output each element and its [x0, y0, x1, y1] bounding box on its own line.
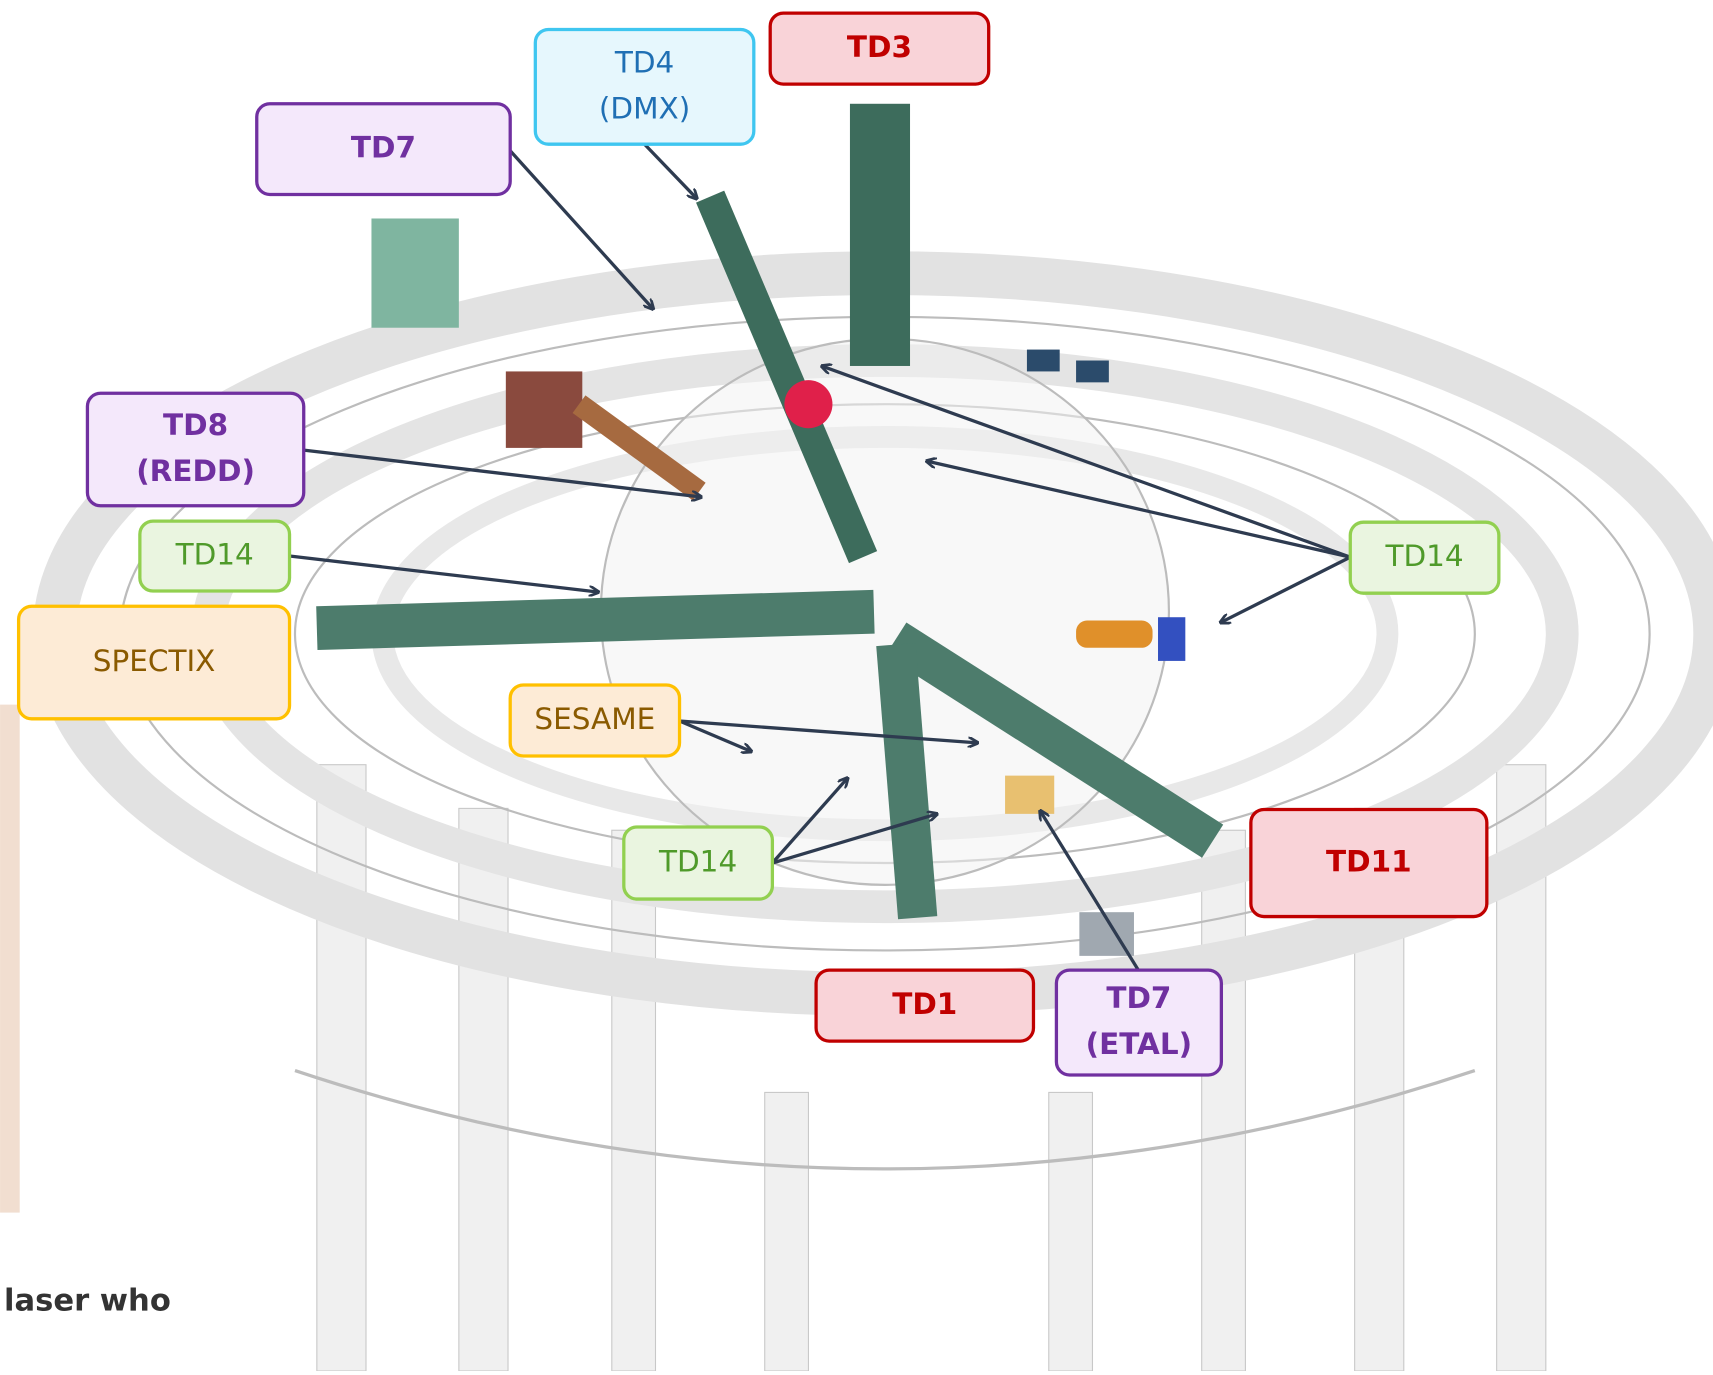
- label-box: TD7 (ETAL): [1056, 970, 1221, 1075]
- diagram: TD3 TD4 (DMX) TD7 TD8 (REDD) TD14 SPECTIX SESAME…: [0, 0, 1713, 1371]
- label-text: TD7: [1106, 981, 1171, 1015]
- label-box: TD3: [770, 13, 988, 84]
- label-box: TD7: [257, 104, 510, 195]
- label-box: TD14: [1350, 522, 1499, 593]
- label-text: TD14: [1384, 539, 1463, 573]
- label-text: (ETAL): [1086, 1027, 1193, 1061]
- label-text: (REDD): [136, 454, 255, 488]
- label-text: TD11: [1326, 845, 1412, 879]
- label-box: TD8 (REDD): [87, 393, 303, 506]
- label-box: TD1: [816, 970, 1033, 1041]
- label-text: TD1: [892, 987, 957, 1021]
- label-box: TD14: [140, 521, 290, 591]
- label-box: TD14: [624, 827, 773, 899]
- label-text: SESAME: [534, 702, 655, 736]
- label-text: TD3: [847, 30, 912, 64]
- label-text: TD8: [163, 408, 228, 442]
- label-text: TD7: [351, 131, 416, 165]
- label-box: TD11: [1251, 809, 1487, 916]
- label-box: SPECTIX: [19, 606, 290, 719]
- footer-text: laser who: [4, 1284, 171, 1319]
- label-text: (DMX): [599, 91, 690, 125]
- label-box: SESAME: [510, 685, 679, 756]
- label-text: TD4: [614, 45, 674, 79]
- label-text: SPECTIX: [93, 644, 216, 678]
- label-box: TD4 (DMX): [535, 29, 753, 144]
- label-text: TD14: [658, 845, 737, 879]
- label-text: TD14: [175, 538, 254, 572]
